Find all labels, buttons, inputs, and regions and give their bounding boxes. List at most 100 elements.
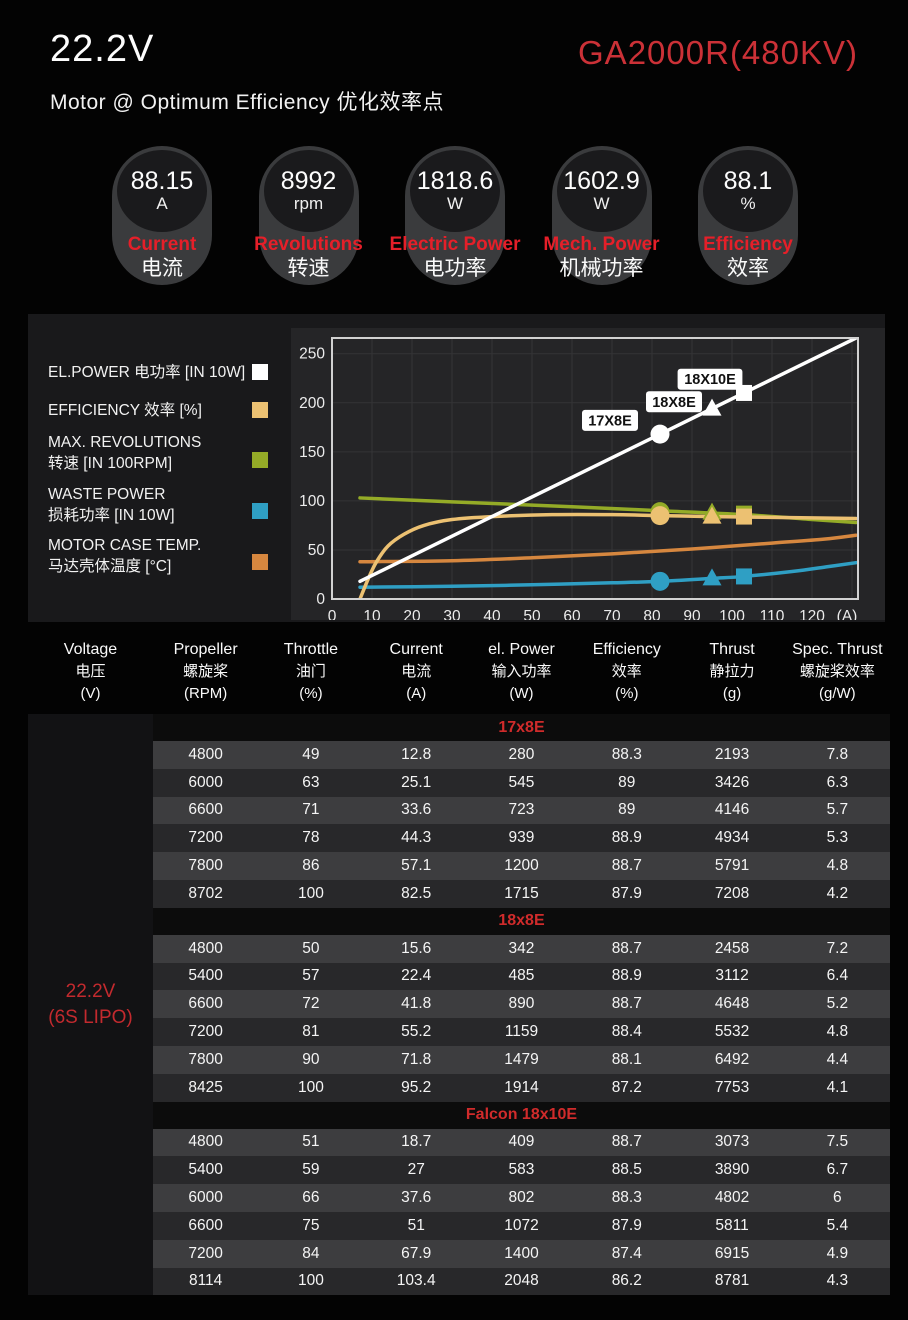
table-cell: 12.8 xyxy=(401,745,432,763)
table-cell: 18.7 xyxy=(401,1133,432,1151)
table-row: 7200 81 55.2 1159 88.4 5532 4.8 xyxy=(153,1018,890,1046)
header-en: Efficiency xyxy=(592,641,661,658)
x-tick-label: 10 xyxy=(363,608,381,620)
x-axis-unit: (A) xyxy=(837,608,858,620)
header-cn: 油门 xyxy=(295,663,326,680)
header-en: Spec. Thrust xyxy=(792,641,883,658)
table-row: 6600 71 33.6 723 89 4146 5.7 xyxy=(153,796,890,825)
table-row: 4800 51 18.7 409 88.7 3073 7.5 xyxy=(153,1128,890,1157)
table-cell: 7200 xyxy=(188,829,223,847)
table-cell: 6000 xyxy=(188,773,223,791)
table-cell: 280 xyxy=(508,745,535,763)
table-cell: 50 xyxy=(302,939,320,957)
legend-item: EL.POWER 电功率 [IN 10W] xyxy=(48,362,298,383)
badge-label-cn: 电流 xyxy=(141,257,183,280)
table-cell: 1072 xyxy=(504,1216,539,1234)
table-cell: 7800 xyxy=(188,857,223,875)
table-cell: 4648 xyxy=(714,995,750,1013)
table-cell: 4802 xyxy=(714,1189,750,1207)
table-cell: 7200 xyxy=(188,1244,223,1262)
stat-badge-efficiency: 88.1% Efficiency 效率 xyxy=(698,146,798,285)
prop-label-pill xyxy=(582,409,638,431)
header-unit: (g) xyxy=(722,685,742,702)
table-cell: 71.8 xyxy=(401,1050,432,1068)
table-cell: 88.3 xyxy=(611,1189,642,1207)
header-unit: (%) xyxy=(299,685,323,702)
table-cell: 82.5 xyxy=(401,884,432,902)
table-header-cell-throttle: Throttle 油门 (%) xyxy=(258,638,363,714)
table-cell: 27 xyxy=(407,1161,425,1179)
legend-swatch xyxy=(252,503,268,519)
x-tick-label: 50 xyxy=(523,608,541,620)
marker-circle-waste_power xyxy=(650,571,670,591)
badge-circle: 88.15 A xyxy=(117,150,207,232)
table-cell: 57 xyxy=(302,967,320,985)
table-cell: 66 xyxy=(302,1189,320,1207)
table-cell: 4800 xyxy=(188,745,223,763)
table-cell: 3890 xyxy=(714,1161,750,1179)
badge-label-cn: 转速 xyxy=(287,257,330,280)
header-unit: (V) xyxy=(80,685,101,702)
badge-unit: A xyxy=(156,194,168,213)
table-row: 7800 90 71.8 1479 88.1 6492 4.4 xyxy=(153,1045,890,1074)
series-line xyxy=(358,560,858,589)
table-cell: 67.9 xyxy=(401,1244,432,1262)
table-cell: 4800 xyxy=(188,939,223,957)
propeller-spec-table: Voltage 电压 (V) Propeller 螺旋桨 (RPM) Throttle 油门 (… xyxy=(28,628,890,1296)
table-cell: 4.1 xyxy=(826,1078,849,1096)
table-cell: 51 xyxy=(407,1216,425,1234)
prop-label-text: 18X10E xyxy=(684,372,736,388)
marker-circle-efficiency xyxy=(650,506,670,526)
table-cell: 4.8 xyxy=(826,1023,849,1041)
table-cell: 6000 xyxy=(188,1189,223,1207)
table-cell: 86 xyxy=(302,857,320,875)
table-cell: 103.4 xyxy=(396,1272,436,1290)
table-cell: 88.4 xyxy=(611,1023,642,1041)
table-cell: 87.2 xyxy=(611,1078,642,1096)
header-unit: (%) xyxy=(615,685,639,702)
table-cell: 485 xyxy=(508,967,535,985)
table-cell: 7200 xyxy=(188,1023,223,1041)
table-cell: 5.4 xyxy=(826,1216,849,1234)
marker-triangle-waste_power xyxy=(702,568,722,586)
voltage-label-detail: (6S LIPO) xyxy=(48,1006,133,1028)
table-cell: 51 xyxy=(302,1133,320,1151)
table-cell: 49 xyxy=(302,745,320,763)
marker-triangle-el_power xyxy=(702,398,722,416)
table-header-cell-propeller: Propeller 螺旋桨 (RPM) xyxy=(153,638,258,714)
legend-label: MAX. REVOLUTIONS xyxy=(48,434,202,451)
plot-border xyxy=(331,337,859,600)
prop-label-text: 18X8E xyxy=(652,395,696,411)
table-cell: 75 xyxy=(302,1216,320,1234)
stat-badge-current: 88.15 A Current 电流 xyxy=(112,146,212,285)
table-row: 7800 86 57.1 1200 88.7 5791 4.8 xyxy=(153,852,890,880)
marker-triangle-efficiency xyxy=(702,506,722,524)
header-en: Voltage xyxy=(63,641,118,658)
table-cell: 5.2 xyxy=(826,995,849,1013)
y-tick-label: 50 xyxy=(308,542,326,559)
y-tick-label: 150 xyxy=(299,444,325,461)
x-tick-label: 90 xyxy=(683,608,701,620)
table-cell: 5400 xyxy=(188,1161,223,1179)
header-en: Throttle xyxy=(283,641,339,658)
table-cell: 8114 xyxy=(188,1272,223,1290)
header-cn: 输入功率 xyxy=(491,663,552,680)
table-cell: 6915 xyxy=(714,1244,750,1262)
header-unit: (g/W) xyxy=(819,685,856,702)
table-cell: 100 xyxy=(297,884,324,902)
table-cell: 7753 xyxy=(714,1078,750,1096)
table-cell: 22.4 xyxy=(401,967,432,985)
header-en: Thrust xyxy=(709,641,755,658)
table-cell: 4.2 xyxy=(826,884,849,902)
legend-label: EL.POWER 电功率 [IN 10W] xyxy=(48,364,246,381)
table-header-cell-efficiency: Efficiency 效率 (%) xyxy=(574,638,679,714)
section-band: 18x8E xyxy=(153,907,890,935)
table-cell: 2048 xyxy=(504,1272,539,1290)
stat-badge-revolutions: 8992 rpm Revolutions 转速 xyxy=(254,146,363,285)
table-cell: 723 xyxy=(508,801,535,819)
table-cell: 88.9 xyxy=(611,967,642,985)
legend-swatch xyxy=(252,554,268,570)
table-cell: 5811 xyxy=(715,1216,749,1234)
table-row: 6000 63 25.1 545 89 3426 6.3 xyxy=(153,768,890,797)
table-cell: 2458 xyxy=(714,939,750,957)
